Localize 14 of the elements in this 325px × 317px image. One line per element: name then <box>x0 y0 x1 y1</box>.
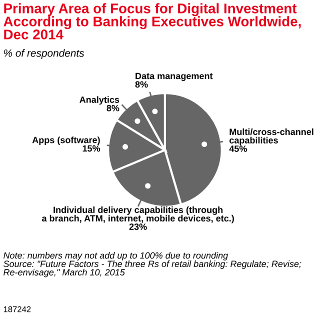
data-label: 8% <box>106 104 120 112</box>
slice-label: Multi/cross-channel capabilities <box>229 128 314 146</box>
chart-subtitle: % of respondents <box>4 49 84 59</box>
data-label: 8% <box>135 81 148 88</box>
slice-label: Analytics <box>80 96 120 105</box>
text: Note: numbers may not add up to 100% due to rounding Source: "Future Factors - The three Rs of retail banking: Regulate; Revise; Re-envisage," March 10, 2015 <box>4 252 302 278</box>
slice-label: Individual delivery capabilities (through a branch, ATM, internet, mobile devices, etc.) <box>42 206 234 224</box>
data-label: 15% <box>82 145 100 152</box>
chart-title: Primary Area of Focus for Digital Investment According to Banking Executives Worldwide, Dec 2014 <box>4 3 301 40</box>
slice-label: Apps (software) <box>32 136 100 145</box>
slice-label: Data management <box>136 72 213 81</box>
text: 187242 <box>4 306 31 312</box>
data-label: 45% <box>229 146 247 152</box>
data-label: 23% <box>129 224 147 230</box>
